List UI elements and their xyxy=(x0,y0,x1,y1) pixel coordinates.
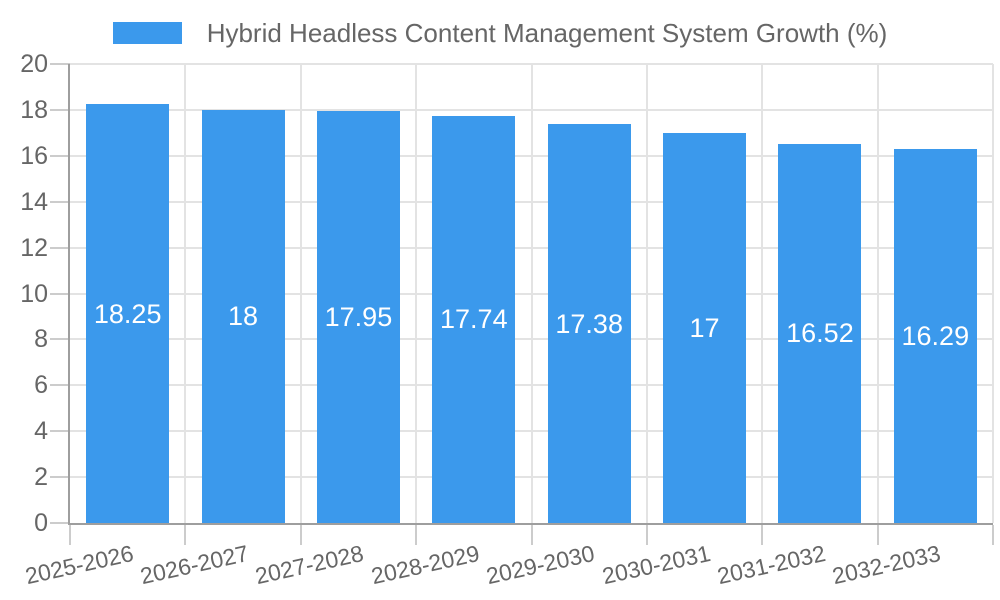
x-tick xyxy=(69,525,71,545)
bar-value-label: 17.74 xyxy=(440,304,508,335)
y-tick-label: 10 xyxy=(20,279,48,308)
x-gridline xyxy=(184,64,187,523)
legend[interactable]: Hybrid Headless Content Management Syste… xyxy=(0,17,1000,48)
x-tick xyxy=(184,525,187,545)
y-tick-label: 16 xyxy=(20,141,48,170)
y-tick-label: 0 xyxy=(34,509,48,537)
bar[interactable] xyxy=(663,132,747,523)
y-tick-label: 12 xyxy=(20,233,48,262)
y-tick xyxy=(50,154,70,157)
bar[interactable] xyxy=(778,143,862,523)
x-tick xyxy=(530,525,533,545)
y-tick-label: 8 xyxy=(34,325,48,354)
y-tick xyxy=(50,338,70,341)
y-tick-label: 4 xyxy=(34,417,48,446)
x-tick-label: 2029-2030 xyxy=(484,539,598,590)
y-tick-label: 14 xyxy=(20,187,48,216)
x-gridline xyxy=(761,64,764,523)
x-gridline xyxy=(299,64,302,523)
y-tick xyxy=(50,476,70,479)
y-tick-label: 20 xyxy=(20,50,48,78)
y-tick xyxy=(50,63,70,65)
x-tick xyxy=(992,525,994,545)
bar[interactable] xyxy=(432,115,516,523)
x-gridline xyxy=(530,64,533,523)
bar[interactable] xyxy=(316,111,400,523)
bar[interactable] xyxy=(201,109,285,523)
y-tick xyxy=(50,430,70,433)
y-tick xyxy=(50,292,70,295)
bar-value-label: 18.25 xyxy=(93,298,162,329)
x-gridline xyxy=(645,64,648,523)
y-tick xyxy=(50,522,70,524)
y-tick xyxy=(50,246,70,249)
y-tick xyxy=(50,108,70,111)
y-tick xyxy=(50,384,70,387)
chart-title: Hybrid Headless Content Management Syste… xyxy=(206,17,888,48)
x-tick xyxy=(876,525,879,545)
bar-value-label: 17.38 xyxy=(555,308,623,339)
y-tick-label: 18 xyxy=(20,95,48,124)
bar[interactable] xyxy=(547,124,631,523)
bar[interactable] xyxy=(893,149,977,523)
y-tick xyxy=(50,200,70,203)
x-gridline xyxy=(992,64,994,523)
bar[interactable] xyxy=(86,104,170,523)
bar-value-label: 17 xyxy=(689,312,720,343)
x-tick xyxy=(415,525,418,545)
x-tick xyxy=(761,525,764,545)
y-axis-line xyxy=(68,64,70,525)
bar-value-label: 18 xyxy=(228,301,259,332)
y-tick-label: 6 xyxy=(34,371,48,400)
x-gridline xyxy=(876,64,879,523)
x-tick-label: 2030-2031 xyxy=(599,539,713,590)
x-gridline xyxy=(415,64,418,523)
bar-value-label: 16.29 xyxy=(901,321,970,352)
x-axis-line xyxy=(68,523,993,525)
x-tick-label: 2031-2032 xyxy=(714,539,828,590)
y-tick-label: 2 xyxy=(34,463,48,492)
bar-value-label: 16.52 xyxy=(786,318,854,349)
x-tick-label: 2025-2026 xyxy=(22,539,136,590)
bar-value-label: 17.95 xyxy=(324,302,393,333)
x-tick xyxy=(645,525,648,545)
x-tick-label: 2027-2028 xyxy=(253,539,367,590)
x-tick-label: 2026-2027 xyxy=(137,539,251,590)
x-tick-label: 2032-2033 xyxy=(830,539,944,590)
legend-swatch xyxy=(112,22,182,44)
x-tick-label: 2028-2029 xyxy=(368,539,482,590)
x-tick xyxy=(299,525,302,545)
